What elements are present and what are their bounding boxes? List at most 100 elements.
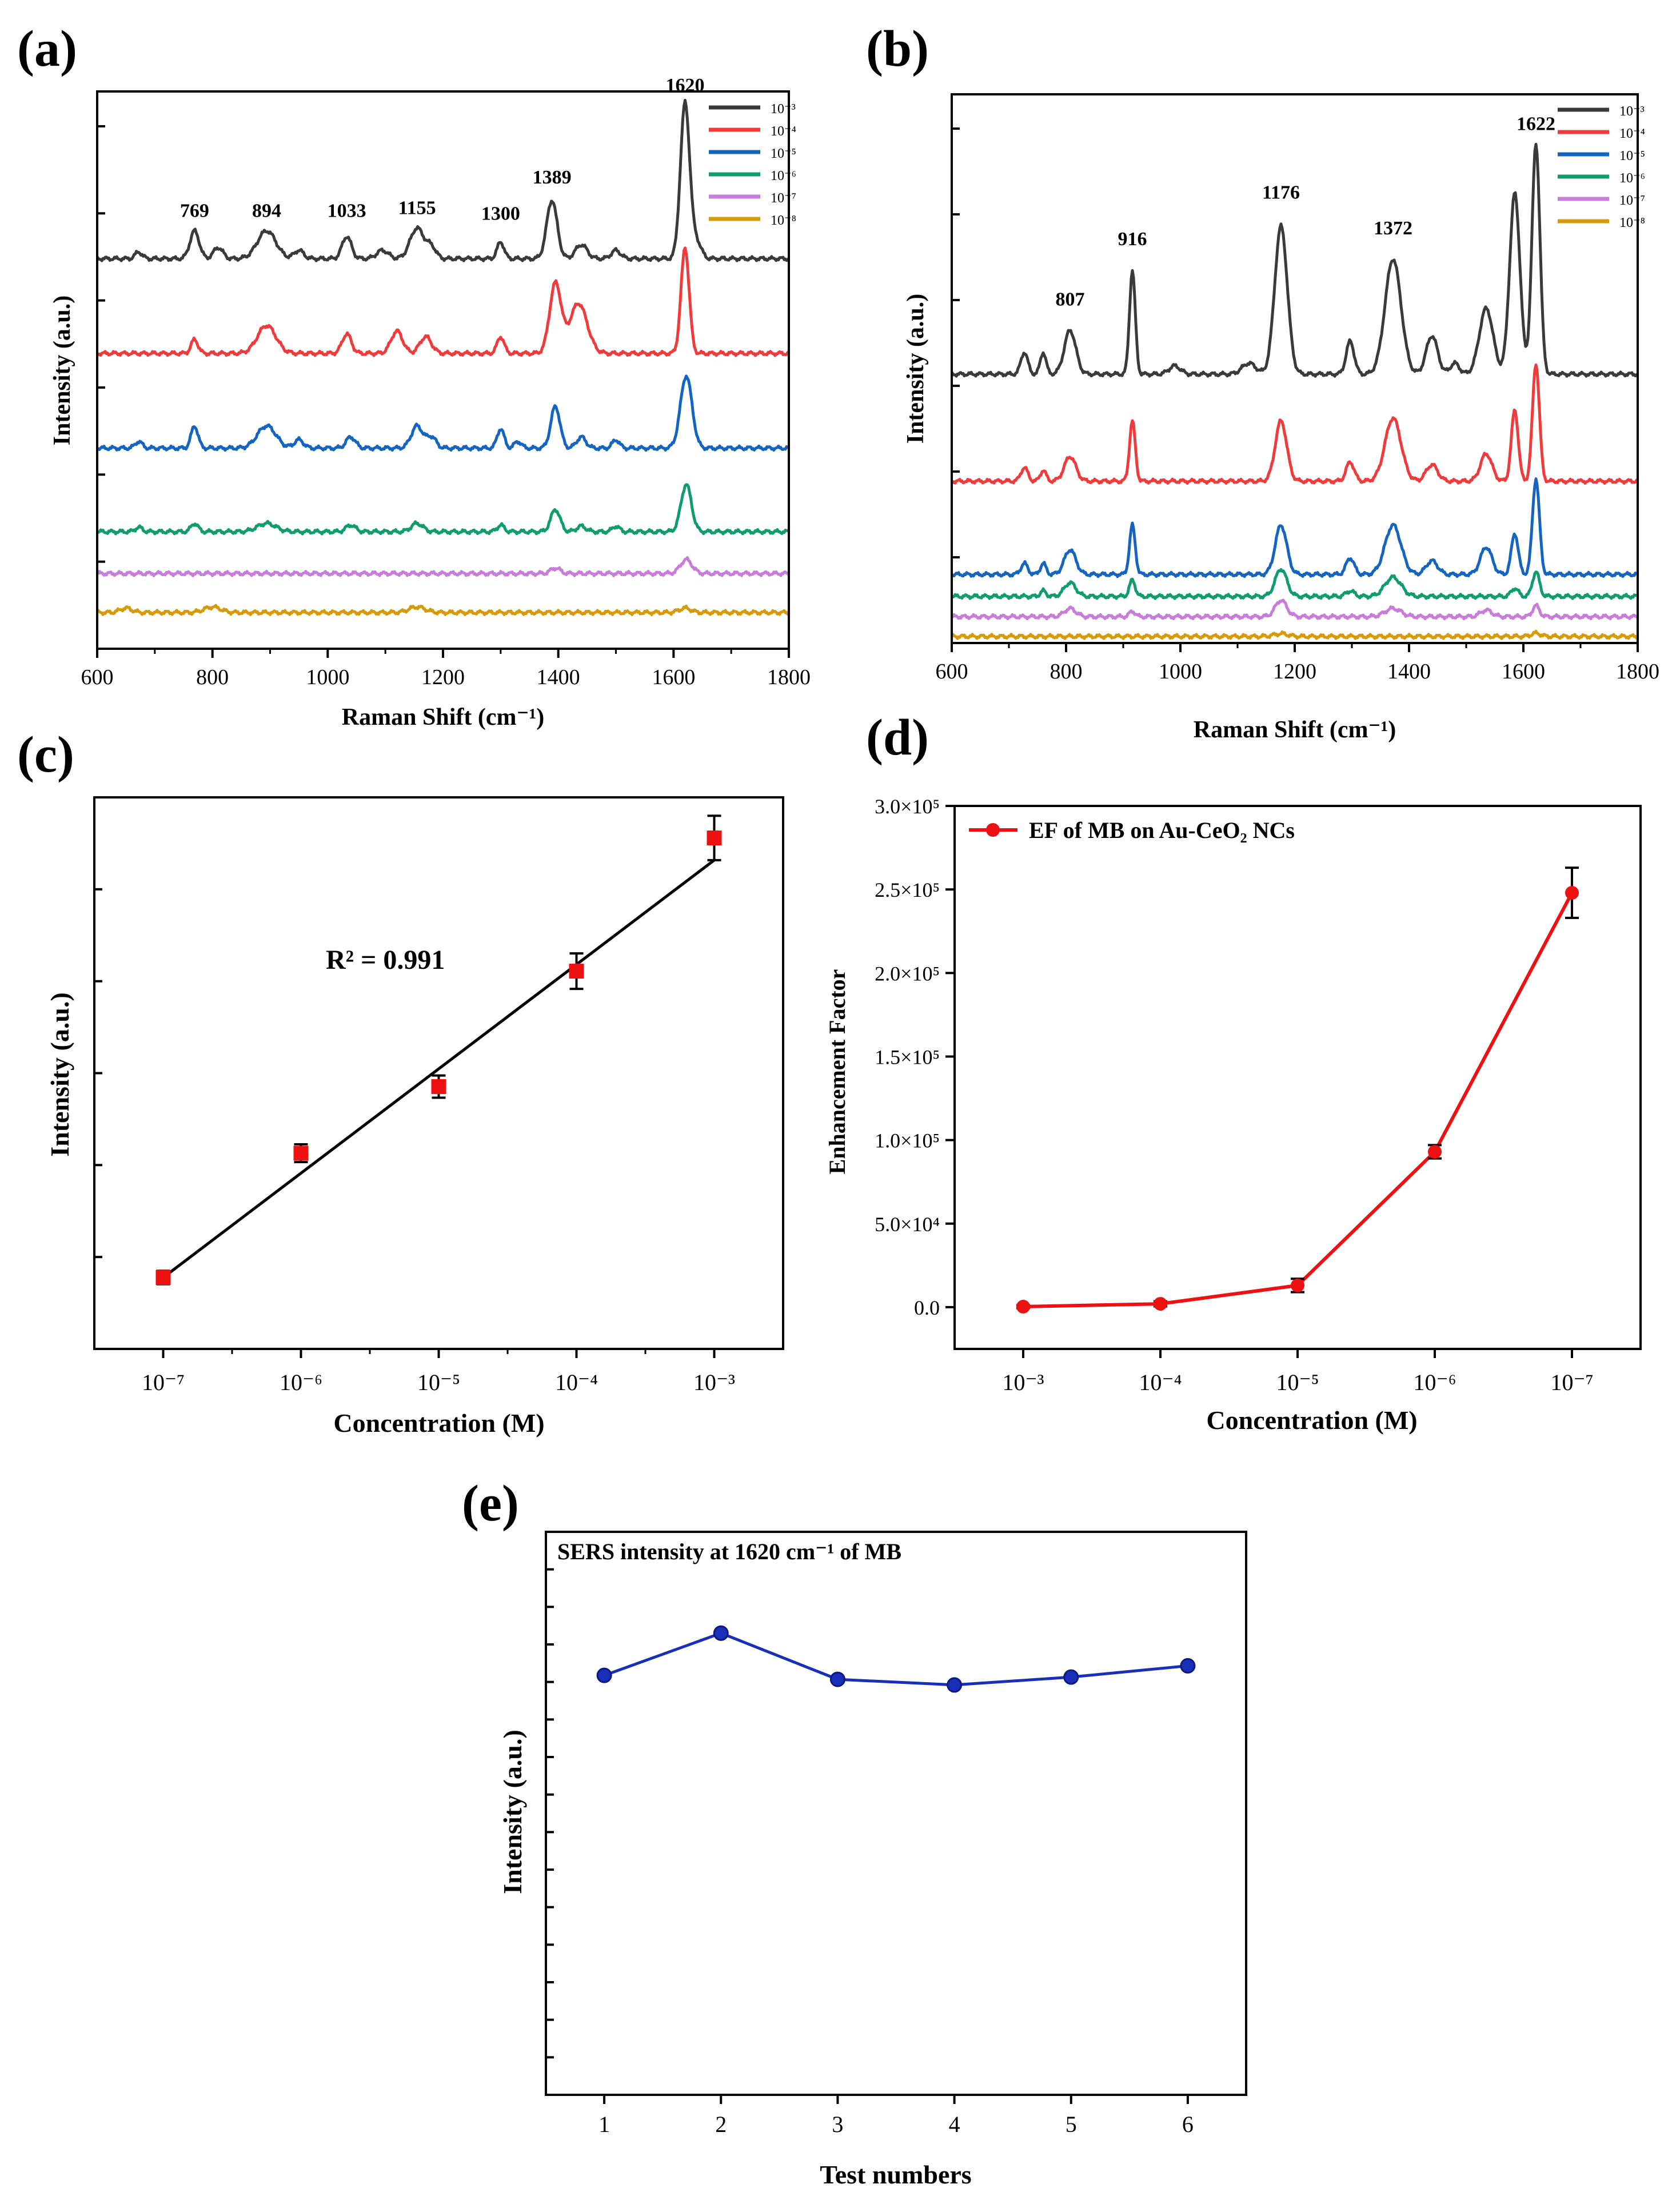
x-tick-label-d-3: 10⁻⁶ [1413, 1369, 1456, 1395]
legend-label-a-4: 10⁻⁷ [771, 191, 796, 206]
axes-d: 10⁻³ 10⁻⁴ 10⁻⁵ 10⁻⁶ 10⁻⁷ 0.0 5.0×10⁴ 1.0×10⁵ 1.5… [875, 795, 1593, 1395]
chart-title-e: SERS intensity at 1620 cm⁻¹ of MB [557, 1539, 901, 1564]
peak-label-a-1: 894 [252, 200, 281, 221]
peak-label-a-6: 1620 [666, 75, 705, 96]
plot-frame-e [545, 1531, 1247, 2096]
legend-label-a-0: 10⁻³ [771, 102, 796, 117]
data-point-d-3 [1428, 1145, 1442, 1159]
spectrum-a-1 [95, 246, 790, 357]
y-axis-label-a: Intensity (a.u.) [49, 296, 75, 446]
legend-b: 10⁻³ 10⁻⁴ 10⁻⁵ 10⁻⁶ 10⁻⁷ 10⁻⁸ [1558, 104, 1645, 230]
legend-d-label: EF of MB on Au-CeO₂ NCs [1029, 817, 1295, 843]
x-tick-label-e-2: 3 [832, 2111, 843, 2137]
spectrum-a-5 [95, 604, 790, 616]
x-tick-label-a-5: 1600 [652, 665, 695, 689]
data-point-e-4 [1063, 1669, 1079, 1685]
data-point-c-3 [569, 964, 584, 979]
spectrum-a-3 [97, 483, 789, 536]
legend-label-a-2: 10⁻⁵ [771, 146, 796, 161]
legend-label-b-1: 10⁻⁴ [1619, 126, 1645, 141]
y-axis-label-e: Intensity (a.u.) [498, 1730, 527, 1894]
chart-c: 10⁻⁷ 10⁻⁶ 10⁻⁵ 10⁻⁴ 10⁻³ R² = 0.991 Concentr… [45, 796, 784, 1438]
data-point-e-3 [947, 1677, 963, 1693]
spectrum-b-5 [950, 629, 1638, 640]
panel-label-d: (d) [866, 709, 929, 766]
x-tick-label-a-0: 600 [81, 665, 114, 689]
axes-c: 10⁻⁷ 10⁻⁶ 10⁻⁵ 10⁻⁴ 10⁻³ [94, 796, 735, 1395]
data-point-c-0 [155, 1270, 171, 1285]
y-tick-label-d-2: 1.0×10⁵ [875, 1129, 940, 1152]
chart-e: 1 2 3 4 5 6 SERS intensity at 1620 cm⁻¹ of MB… [498, 1531, 1247, 2189]
spectrum-b-1 [950, 363, 1639, 485]
legend-label-b-2: 10⁻⁵ [1619, 149, 1645, 163]
x-axis-label-b: Raman Shift (cm⁻¹) [1194, 717, 1396, 743]
panel-label-c: (c) [17, 726, 74, 783]
x-tick-label-b-1: 800 [1050, 660, 1083, 684]
data-point-d-2 [1291, 1278, 1304, 1292]
y-tick-label-d-5: 2.5×10⁵ [875, 879, 940, 901]
r-squared-annotation: R² = 0.991 [326, 945, 445, 975]
y-tick-label-d-3: 1.5×10⁵ [875, 1045, 940, 1068]
x-tick-label-a-6: 1800 [767, 665, 811, 689]
x-tick-label-b-5: 1600 [1502, 660, 1545, 684]
x-tick-label-c-2: 10⁻⁵ [417, 1369, 460, 1395]
y-tick-label-d-1: 5.0×10⁴ [875, 1213, 940, 1236]
data-point-d-4 [1565, 886, 1579, 900]
x-tick-label-a-3: 1200 [421, 665, 465, 689]
peak-label-a-5: 1389 [533, 167, 572, 188]
x-tick-label-c-4: 10⁻³ [693, 1369, 735, 1395]
plot-e [596, 1625, 1196, 1693]
x-tick-label-b-4: 1400 [1387, 660, 1431, 684]
y-tick-label-d-4: 2.0×10⁵ [875, 962, 940, 985]
data-point-e-5 [1180, 1658, 1196, 1674]
legend-label-a-3: 10⁻⁶ [771, 169, 796, 183]
data-point-e-2 [829, 1671, 845, 1687]
x-tick-label-d-4: 10⁻⁷ [1550, 1369, 1593, 1395]
x-axis-label-c: Concentration (M) [333, 1408, 544, 1438]
x-tick-label-d-0: 10⁻³ [1002, 1369, 1044, 1395]
legend-label-a-1: 10⁻⁴ [771, 124, 796, 139]
legend-label-a-5: 10⁻⁸ [771, 213, 796, 228]
peak-label-b-4: 1622 [1517, 113, 1555, 134]
x-tick-label-b-3: 1200 [1273, 660, 1316, 684]
data-point-e-0 [596, 1667, 612, 1683]
spectrum-a-4 [97, 556, 791, 577]
spectrum-a-2 [96, 374, 790, 452]
peak-label-b-3: 1372 [1374, 218, 1412, 239]
axes-a: 600 800 1000 1200 1400 1600 1800 [81, 125, 811, 689]
intensity-line [604, 1631, 1188, 1687]
x-tick-label-d-1: 10⁻⁴ [1139, 1369, 1182, 1395]
panel-label-e: (e) [462, 1475, 519, 1532]
x-tick-label-e-3: 4 [949, 2111, 960, 2137]
axes-b: 600 800 1000 1200 1400 1600 1800 [936, 127, 1659, 684]
x-tick-label-a-2: 1000 [306, 665, 349, 689]
peak-label-a-3: 1155 [398, 198, 436, 219]
panel-label-a: (a) [17, 21, 77, 77]
legend-label-b-5: 10⁻⁸ [1619, 215, 1645, 230]
data-point-d-0 [1016, 1300, 1030, 1314]
x-tick-label-a-1: 800 [196, 665, 229, 689]
x-tick-label-a-4: 1400 [537, 665, 580, 689]
x-tick-label-b-6: 1800 [1616, 660, 1659, 684]
data-point-c-2 [431, 1079, 446, 1095]
spectrum-b-4 [951, 598, 1639, 621]
legend-label-b-4: 10⁻⁷ [1619, 193, 1645, 208]
spectrum-b-3 [951, 568, 1638, 600]
spectrum-a-0 [95, 98, 790, 262]
data-point-d-1 [1154, 1297, 1167, 1311]
legend-label-b-0: 10⁻³ [1619, 104, 1645, 119]
x-tick-label-e-1: 2 [715, 2111, 727, 2137]
peak-annotations-b: 807 916 1176 1372 1622 [1056, 113, 1556, 310]
y-axis-label-c: Intensity (a.u.) [45, 992, 74, 1157]
x-axis-label-d: Concentration (M) [1206, 1406, 1417, 1435]
peak-label-a-0: 769 [180, 200, 209, 221]
legend-d-marker [986, 823, 1000, 837]
peak-label-a-2: 1033 [328, 200, 366, 221]
x-axis-label-a: Raman Shift (cm⁻¹) [342, 704, 544, 730]
y-axis-label-b: Intensity (a.u.) [903, 294, 929, 444]
spectrum-b-0 [950, 142, 1639, 378]
y-axis-label-d: Enhancement Factor [824, 969, 850, 1175]
